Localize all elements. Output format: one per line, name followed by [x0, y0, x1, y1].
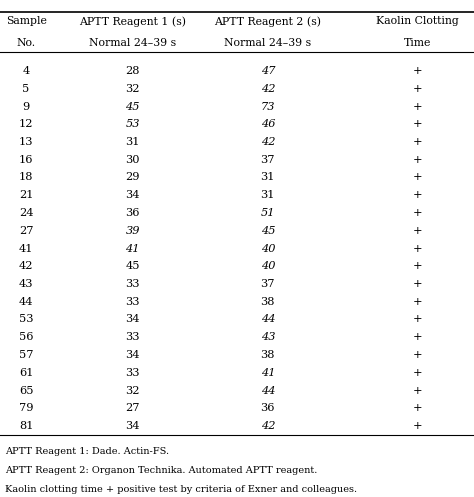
- Text: 34: 34: [126, 350, 140, 360]
- Text: 45: 45: [126, 101, 140, 111]
- Text: 34: 34: [126, 421, 140, 431]
- Text: 32: 32: [126, 386, 140, 396]
- Text: APTT Reagent 1 (s): APTT Reagent 1 (s): [79, 16, 186, 27]
- Text: 31: 31: [126, 137, 140, 147]
- Text: 28: 28: [126, 66, 140, 76]
- Text: +: +: [412, 421, 422, 431]
- Text: 79: 79: [19, 403, 33, 413]
- Text: 16: 16: [19, 155, 33, 165]
- Text: Sample: Sample: [6, 16, 46, 26]
- Text: 38: 38: [261, 297, 275, 307]
- Text: 33: 33: [126, 368, 140, 378]
- Text: 4: 4: [22, 66, 30, 76]
- Text: 33: 33: [126, 332, 140, 342]
- Text: 43: 43: [261, 332, 275, 342]
- Text: 45: 45: [126, 261, 140, 271]
- Text: 30: 30: [126, 155, 140, 165]
- Text: +: +: [412, 403, 422, 413]
- Text: +: +: [412, 172, 422, 182]
- Text: 51: 51: [261, 208, 275, 218]
- Text: 31: 31: [261, 172, 275, 182]
- Text: 39: 39: [126, 226, 140, 236]
- Text: 36: 36: [126, 208, 140, 218]
- Text: +: +: [412, 350, 422, 360]
- Text: 18: 18: [19, 172, 33, 182]
- Text: 53: 53: [19, 315, 33, 325]
- Text: 12: 12: [19, 119, 33, 129]
- Text: Normal 24–39 s: Normal 24–39 s: [89, 38, 176, 48]
- Text: +: +: [412, 368, 422, 378]
- Text: +: +: [412, 261, 422, 271]
- Text: Normal 24–39 s: Normal 24–39 s: [224, 38, 311, 48]
- Text: 37: 37: [261, 279, 275, 289]
- Text: Kaolin clotting time + positive test by criteria of Exner and colleagues.: Kaolin clotting time + positive test by …: [5, 485, 357, 494]
- Text: 9: 9: [22, 101, 30, 111]
- Text: 21: 21: [19, 190, 33, 200]
- Text: APTT Reagent 1: Dade. Actin-FS.: APTT Reagent 1: Dade. Actin-FS.: [5, 447, 169, 456]
- Text: 43: 43: [19, 279, 33, 289]
- Text: 31: 31: [261, 190, 275, 200]
- Text: 41: 41: [261, 368, 275, 378]
- Text: 5: 5: [22, 84, 30, 94]
- Text: +: +: [412, 386, 422, 396]
- Text: 42: 42: [19, 261, 33, 271]
- Text: 27: 27: [19, 226, 33, 236]
- Text: 44: 44: [19, 297, 33, 307]
- Text: +: +: [412, 226, 422, 236]
- Text: +: +: [412, 190, 422, 200]
- Text: 41: 41: [126, 244, 140, 253]
- Text: +: +: [412, 315, 422, 325]
- Text: +: +: [412, 66, 422, 76]
- Text: 44: 44: [261, 386, 275, 396]
- Text: 42: 42: [261, 84, 275, 94]
- Text: 45: 45: [261, 226, 275, 236]
- Text: +: +: [412, 244, 422, 253]
- Text: Kaolin Clotting: Kaolin Clotting: [376, 16, 458, 26]
- Text: 81: 81: [19, 421, 33, 431]
- Text: 37: 37: [261, 155, 275, 165]
- Text: 46: 46: [261, 119, 275, 129]
- Text: 38: 38: [261, 350, 275, 360]
- Text: 33: 33: [126, 279, 140, 289]
- Text: 41: 41: [19, 244, 33, 253]
- Text: 27: 27: [126, 403, 140, 413]
- Text: 13: 13: [19, 137, 33, 147]
- Text: +: +: [412, 101, 422, 111]
- Text: 73: 73: [261, 101, 275, 111]
- Text: 24: 24: [19, 208, 33, 218]
- Text: 34: 34: [126, 190, 140, 200]
- Text: 29: 29: [126, 172, 140, 182]
- Text: +: +: [412, 297, 422, 307]
- Text: +: +: [412, 332, 422, 342]
- Text: 42: 42: [261, 137, 275, 147]
- Text: +: +: [412, 155, 422, 165]
- Text: +: +: [412, 208, 422, 218]
- Text: APTT Reagent 2 (s): APTT Reagent 2 (s): [214, 16, 321, 27]
- Text: 44: 44: [261, 315, 275, 325]
- Text: Time: Time: [403, 38, 431, 48]
- Text: 40: 40: [261, 261, 275, 271]
- Text: 32: 32: [126, 84, 140, 94]
- Text: 57: 57: [19, 350, 33, 360]
- Text: +: +: [412, 279, 422, 289]
- Text: 47: 47: [261, 66, 275, 76]
- Text: 40: 40: [261, 244, 275, 253]
- Text: 36: 36: [261, 403, 275, 413]
- Text: 34: 34: [126, 315, 140, 325]
- Text: No.: No.: [17, 38, 36, 48]
- Text: 33: 33: [126, 297, 140, 307]
- Text: 53: 53: [126, 119, 140, 129]
- Text: 42: 42: [261, 421, 275, 431]
- Text: 61: 61: [19, 368, 33, 378]
- Text: APTT Reagent 2: Organon Technika. Automated APTT reagent.: APTT Reagent 2: Organon Technika. Automa…: [5, 466, 317, 475]
- Text: +: +: [412, 137, 422, 147]
- Text: 56: 56: [19, 332, 33, 342]
- Text: +: +: [412, 84, 422, 94]
- Text: 65: 65: [19, 386, 33, 396]
- Text: +: +: [412, 119, 422, 129]
